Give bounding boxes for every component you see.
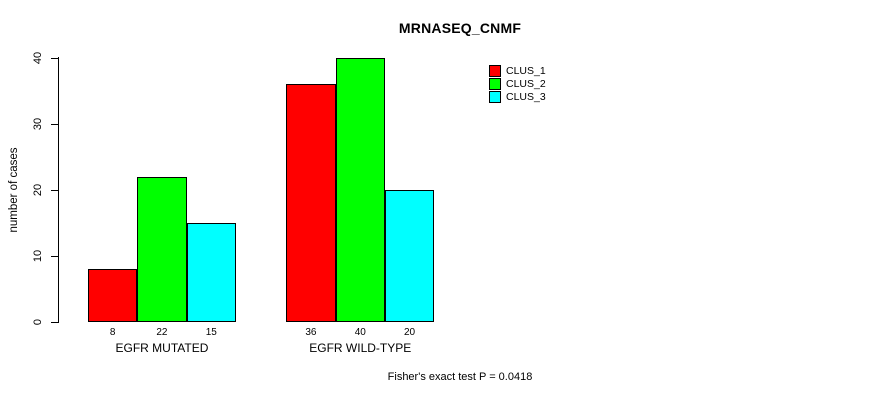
legend-item: CLUS_3 xyxy=(489,90,546,103)
legend-item: CLUS_2 xyxy=(489,77,546,90)
y-tick xyxy=(51,58,58,59)
legend-swatch xyxy=(489,90,501,103)
legend-item: CLUS_1 xyxy=(489,64,546,77)
legend: CLUS_1 CLUS_2 CLUS_3 xyxy=(489,64,546,103)
legend-label: CLUS_1 xyxy=(506,64,546,77)
y-tick-label: 40 xyxy=(32,51,44,65)
bar-value-label: 40 xyxy=(354,327,366,338)
y-tick-label: 10 xyxy=(32,249,44,263)
y-tick-label: 20 xyxy=(32,183,44,197)
y-tick-label: 30 xyxy=(32,117,44,131)
y-tick xyxy=(51,322,58,323)
bar-value-label: 20 xyxy=(403,327,416,338)
legend-label: CLUS_2 xyxy=(506,77,546,90)
bar-clus_2-2 xyxy=(335,58,385,322)
bar-clus_3-1 xyxy=(186,223,236,322)
annotation-text: Fisher's exact test P = 0.0418 xyxy=(387,371,533,383)
group-label: EGFR MUTATED xyxy=(115,341,209,355)
bar-value-label: 8 xyxy=(109,327,116,338)
legend-label: CLUS_3 xyxy=(506,90,546,103)
chart-title: MRNASEQ_CNMF xyxy=(398,20,522,36)
bar-value-label: 36 xyxy=(305,327,317,338)
group-label: EGFR WILD-TYPE xyxy=(309,341,412,355)
y-axis-line xyxy=(58,57,59,323)
bar-clus_1-1 xyxy=(88,269,138,322)
y-axis-title: number of cases xyxy=(8,147,20,233)
bar-clus_1-2 xyxy=(286,84,336,322)
bar-clus_3-2 xyxy=(384,190,435,322)
y-tick xyxy=(51,256,58,257)
legend-swatch xyxy=(489,77,501,90)
bar-value-label: 22 xyxy=(156,327,168,338)
bar-clus_2-1 xyxy=(137,176,187,322)
legend-swatch xyxy=(489,64,501,77)
y-tick-label: 0 xyxy=(32,318,44,326)
y-tick xyxy=(51,190,58,191)
bar-value-label: 15 xyxy=(205,327,217,338)
y-tick xyxy=(51,124,58,125)
